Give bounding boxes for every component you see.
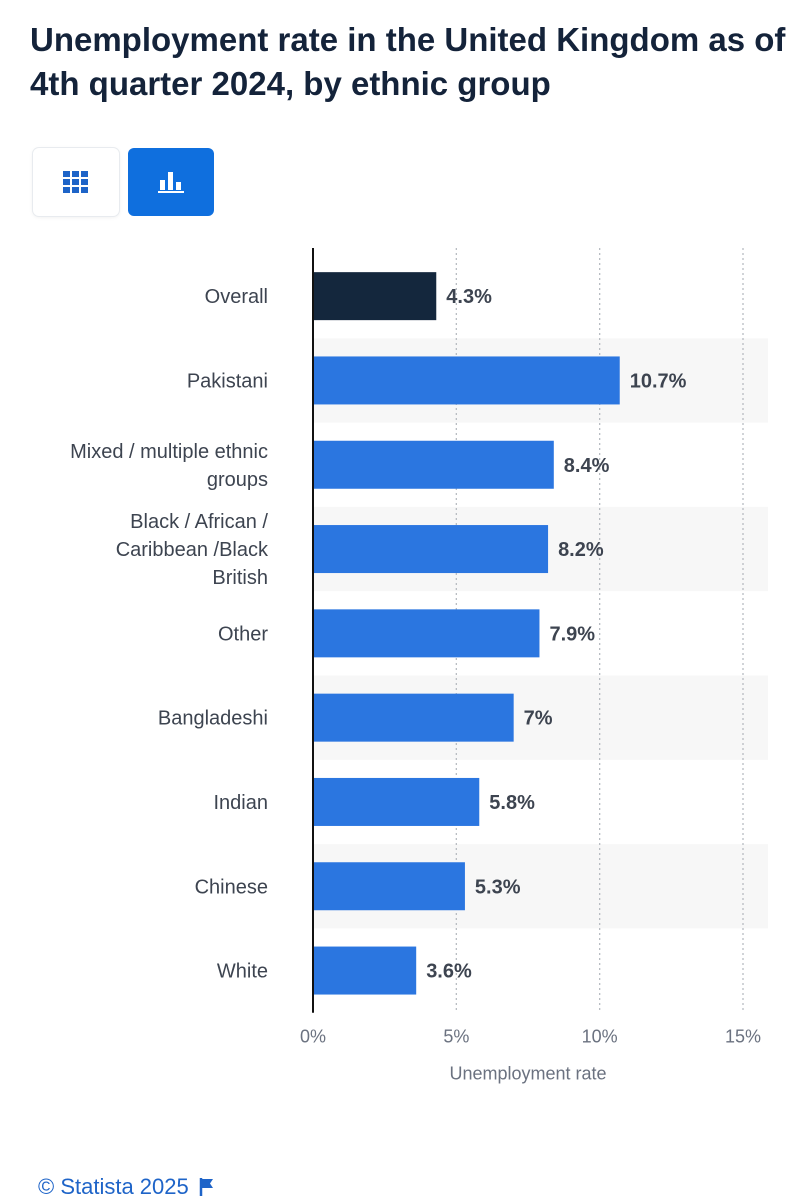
bar-2 (313, 440, 554, 489)
chart-title: Unemployment rate in the United Kingdom … (30, 21, 786, 102)
category-label-line: Bangladeshi (158, 708, 268, 730)
x-axis-title: Unemployment rate (449, 1064, 606, 1084)
category-label-line: Pakistani (187, 370, 268, 392)
value-label: 3.6% (426, 961, 472, 983)
category-label-line: British (212, 567, 268, 589)
value-label: 8.4% (564, 455, 610, 477)
value-label: 4.3% (446, 286, 492, 308)
category-label-line: Black / African / (130, 511, 268, 533)
bar-chart: 4.3% Overall 10.7% Pakistani 8.4% Mixed / mul… (70, 248, 768, 1084)
category-label-line: White (217, 961, 268, 983)
value-label: 7.9% (549, 623, 595, 645)
value-label: 8.2% (558, 539, 604, 561)
category-label: Mixed / multiple ethnic groups (70, 441, 268, 491)
statista-credit-link[interactable]: © Statista 2025 (38, 1174, 189, 1199)
chart-view-button[interactable] (128, 148, 214, 216)
bar-0 (313, 272, 437, 321)
category-label-line: Caribbean /Black (116, 539, 269, 561)
category-label-line: groups (207, 469, 268, 491)
value-label: 7% (524, 708, 553, 730)
bar-3 (313, 525, 549, 574)
category-label-line: Indian (214, 792, 269, 814)
x-tick-label: 15% (725, 1027, 761, 1047)
bar-5 (313, 693, 514, 742)
footer: © Statista 2025 (38, 1174, 215, 1200)
bar-4 (313, 609, 540, 658)
value-label: 5.8% (489, 792, 535, 814)
category-label: Chinese (195, 876, 268, 898)
flag-icon[interactable] (199, 1177, 215, 1197)
category-label-line: Mixed / multiple ethnic (70, 441, 268, 463)
table-view-button[interactable] (33, 148, 119, 216)
bar-1 (313, 356, 620, 405)
category-label: Black / African / Caribbean /Black British (116, 511, 269, 589)
bar-chart-icon (158, 172, 184, 193)
category-label: Overall (205, 286, 268, 308)
bar-7 (313, 862, 465, 911)
x-tick-label: 10% (582, 1027, 618, 1047)
category-label: Indian (214, 792, 269, 814)
category-label-line: Overall (205, 286, 268, 308)
category-label-line: Other (218, 623, 268, 645)
x-tick-label: 5% (443, 1027, 469, 1047)
category-label: Bangladeshi (158, 708, 268, 730)
category-label: Pakistani (187, 370, 268, 392)
category-label-line: Chinese (195, 876, 268, 898)
value-label: 10.7% (630, 370, 687, 392)
x-tick-label: 0% (300, 1027, 326, 1047)
value-label: 5.3% (475, 876, 521, 898)
category-label: White (217, 961, 268, 983)
bar-6 (313, 777, 480, 826)
category-label: Other (218, 623, 268, 645)
table-grid-icon (63, 171, 88, 193)
bar-8 (313, 946, 417, 995)
